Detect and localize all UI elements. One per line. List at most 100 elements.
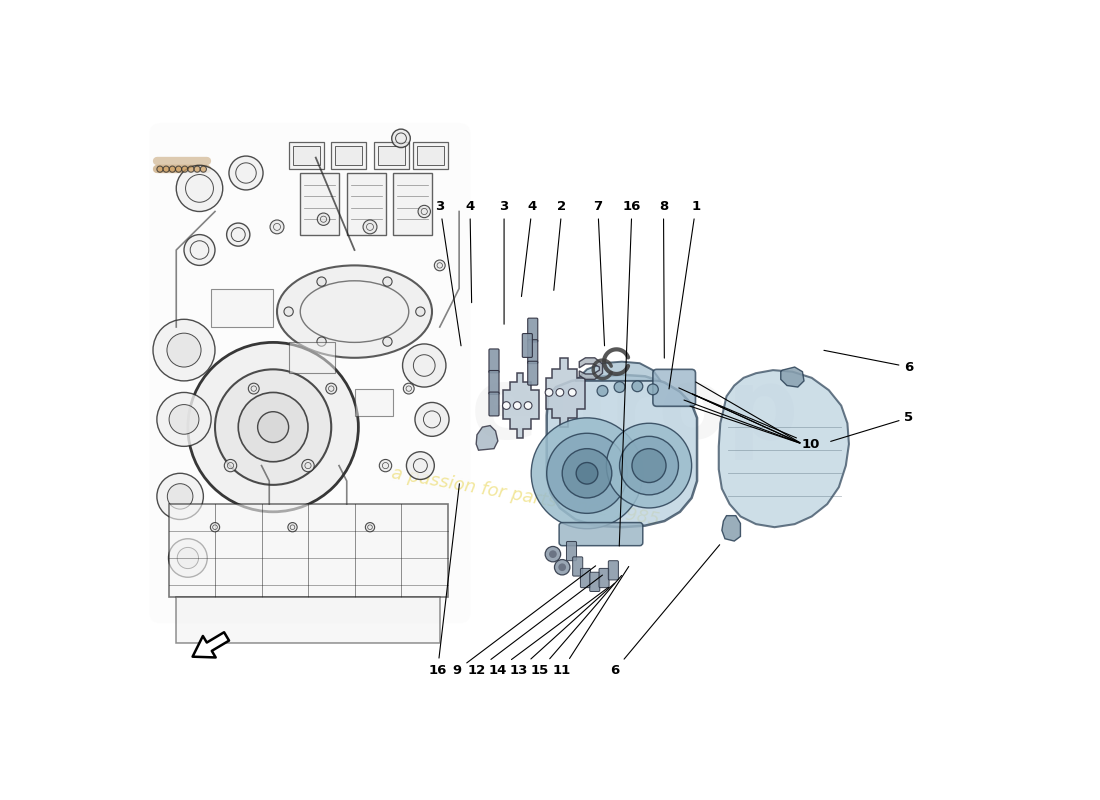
Circle shape: [569, 389, 576, 396]
Circle shape: [317, 213, 330, 226]
Circle shape: [546, 546, 561, 562]
FancyBboxPatch shape: [490, 349, 499, 373]
FancyBboxPatch shape: [374, 142, 409, 169]
Circle shape: [176, 166, 182, 172]
FancyBboxPatch shape: [522, 334, 532, 358]
Circle shape: [547, 434, 627, 514]
Circle shape: [383, 337, 392, 346]
Polygon shape: [722, 516, 740, 541]
FancyBboxPatch shape: [490, 392, 499, 416]
Circle shape: [363, 220, 377, 234]
Circle shape: [317, 337, 327, 346]
FancyBboxPatch shape: [176, 597, 440, 642]
Circle shape: [157, 474, 204, 519]
Circle shape: [554, 559, 570, 575]
Circle shape: [597, 386, 608, 396]
Circle shape: [188, 166, 194, 172]
Text: 7: 7: [593, 200, 605, 346]
Circle shape: [249, 383, 260, 394]
Circle shape: [167, 484, 192, 509]
FancyBboxPatch shape: [490, 370, 499, 394]
Text: europ: europ: [471, 363, 800, 460]
Polygon shape: [580, 358, 603, 379]
Circle shape: [163, 166, 169, 172]
Circle shape: [562, 449, 612, 498]
Circle shape: [619, 436, 679, 495]
Text: 8: 8: [659, 200, 668, 358]
Circle shape: [631, 449, 666, 482]
Text: 14: 14: [488, 587, 608, 677]
Circle shape: [182, 166, 188, 172]
Circle shape: [224, 459, 236, 472]
FancyBboxPatch shape: [377, 146, 405, 166]
FancyBboxPatch shape: [600, 568, 609, 588]
Polygon shape: [504, 373, 539, 438]
FancyBboxPatch shape: [331, 142, 366, 169]
FancyBboxPatch shape: [653, 370, 695, 406]
Circle shape: [383, 277, 392, 286]
Polygon shape: [547, 374, 697, 527]
Circle shape: [284, 307, 294, 316]
FancyBboxPatch shape: [354, 389, 394, 415]
Text: 2: 2: [553, 200, 566, 290]
Circle shape: [200, 166, 207, 172]
FancyBboxPatch shape: [394, 173, 432, 234]
Circle shape: [556, 389, 563, 396]
Text: 11: 11: [553, 566, 629, 677]
Circle shape: [404, 383, 415, 394]
Circle shape: [392, 129, 410, 147]
Circle shape: [257, 412, 288, 442]
FancyBboxPatch shape: [300, 173, 339, 234]
Circle shape: [434, 260, 446, 270]
Circle shape: [301, 459, 315, 472]
FancyBboxPatch shape: [336, 146, 362, 166]
Circle shape: [184, 234, 214, 266]
Circle shape: [227, 223, 250, 246]
FancyBboxPatch shape: [566, 542, 576, 561]
Circle shape: [514, 402, 521, 410]
Circle shape: [418, 206, 430, 218]
Circle shape: [415, 402, 449, 436]
Text: 10: 10: [693, 394, 821, 450]
Text: a passion for parts since 1985: a passion for parts since 1985: [389, 464, 660, 529]
FancyBboxPatch shape: [412, 142, 448, 169]
Text: 4: 4: [465, 200, 474, 302]
Text: 13: 13: [509, 583, 615, 677]
FancyBboxPatch shape: [559, 522, 642, 546]
Circle shape: [525, 402, 532, 410]
Circle shape: [606, 423, 692, 508]
Circle shape: [326, 383, 337, 394]
FancyBboxPatch shape: [528, 340, 538, 363]
Polygon shape: [546, 358, 585, 427]
Circle shape: [503, 402, 510, 410]
FancyBboxPatch shape: [608, 561, 618, 580]
Circle shape: [379, 459, 392, 472]
Text: 9: 9: [452, 566, 595, 677]
Circle shape: [239, 393, 308, 462]
Text: 3: 3: [499, 200, 508, 324]
Circle shape: [546, 389, 553, 396]
Circle shape: [531, 418, 642, 529]
Circle shape: [648, 384, 658, 394]
Circle shape: [169, 166, 176, 172]
FancyBboxPatch shape: [528, 318, 538, 342]
Circle shape: [317, 277, 327, 286]
Circle shape: [614, 382, 625, 393]
Text: 15: 15: [531, 575, 621, 677]
Circle shape: [549, 550, 557, 558]
FancyBboxPatch shape: [573, 557, 583, 576]
Circle shape: [188, 342, 359, 512]
Circle shape: [167, 333, 201, 367]
FancyBboxPatch shape: [211, 289, 273, 327]
Text: 6: 6: [610, 545, 719, 677]
Circle shape: [365, 522, 375, 532]
Text: 3: 3: [436, 200, 461, 346]
Circle shape: [177, 547, 198, 569]
Circle shape: [416, 307, 425, 316]
Text: 5: 5: [830, 411, 914, 442]
Text: 16: 16: [428, 484, 460, 677]
Circle shape: [403, 344, 446, 387]
Circle shape: [157, 166, 163, 172]
Circle shape: [576, 462, 598, 484]
Circle shape: [194, 166, 200, 172]
